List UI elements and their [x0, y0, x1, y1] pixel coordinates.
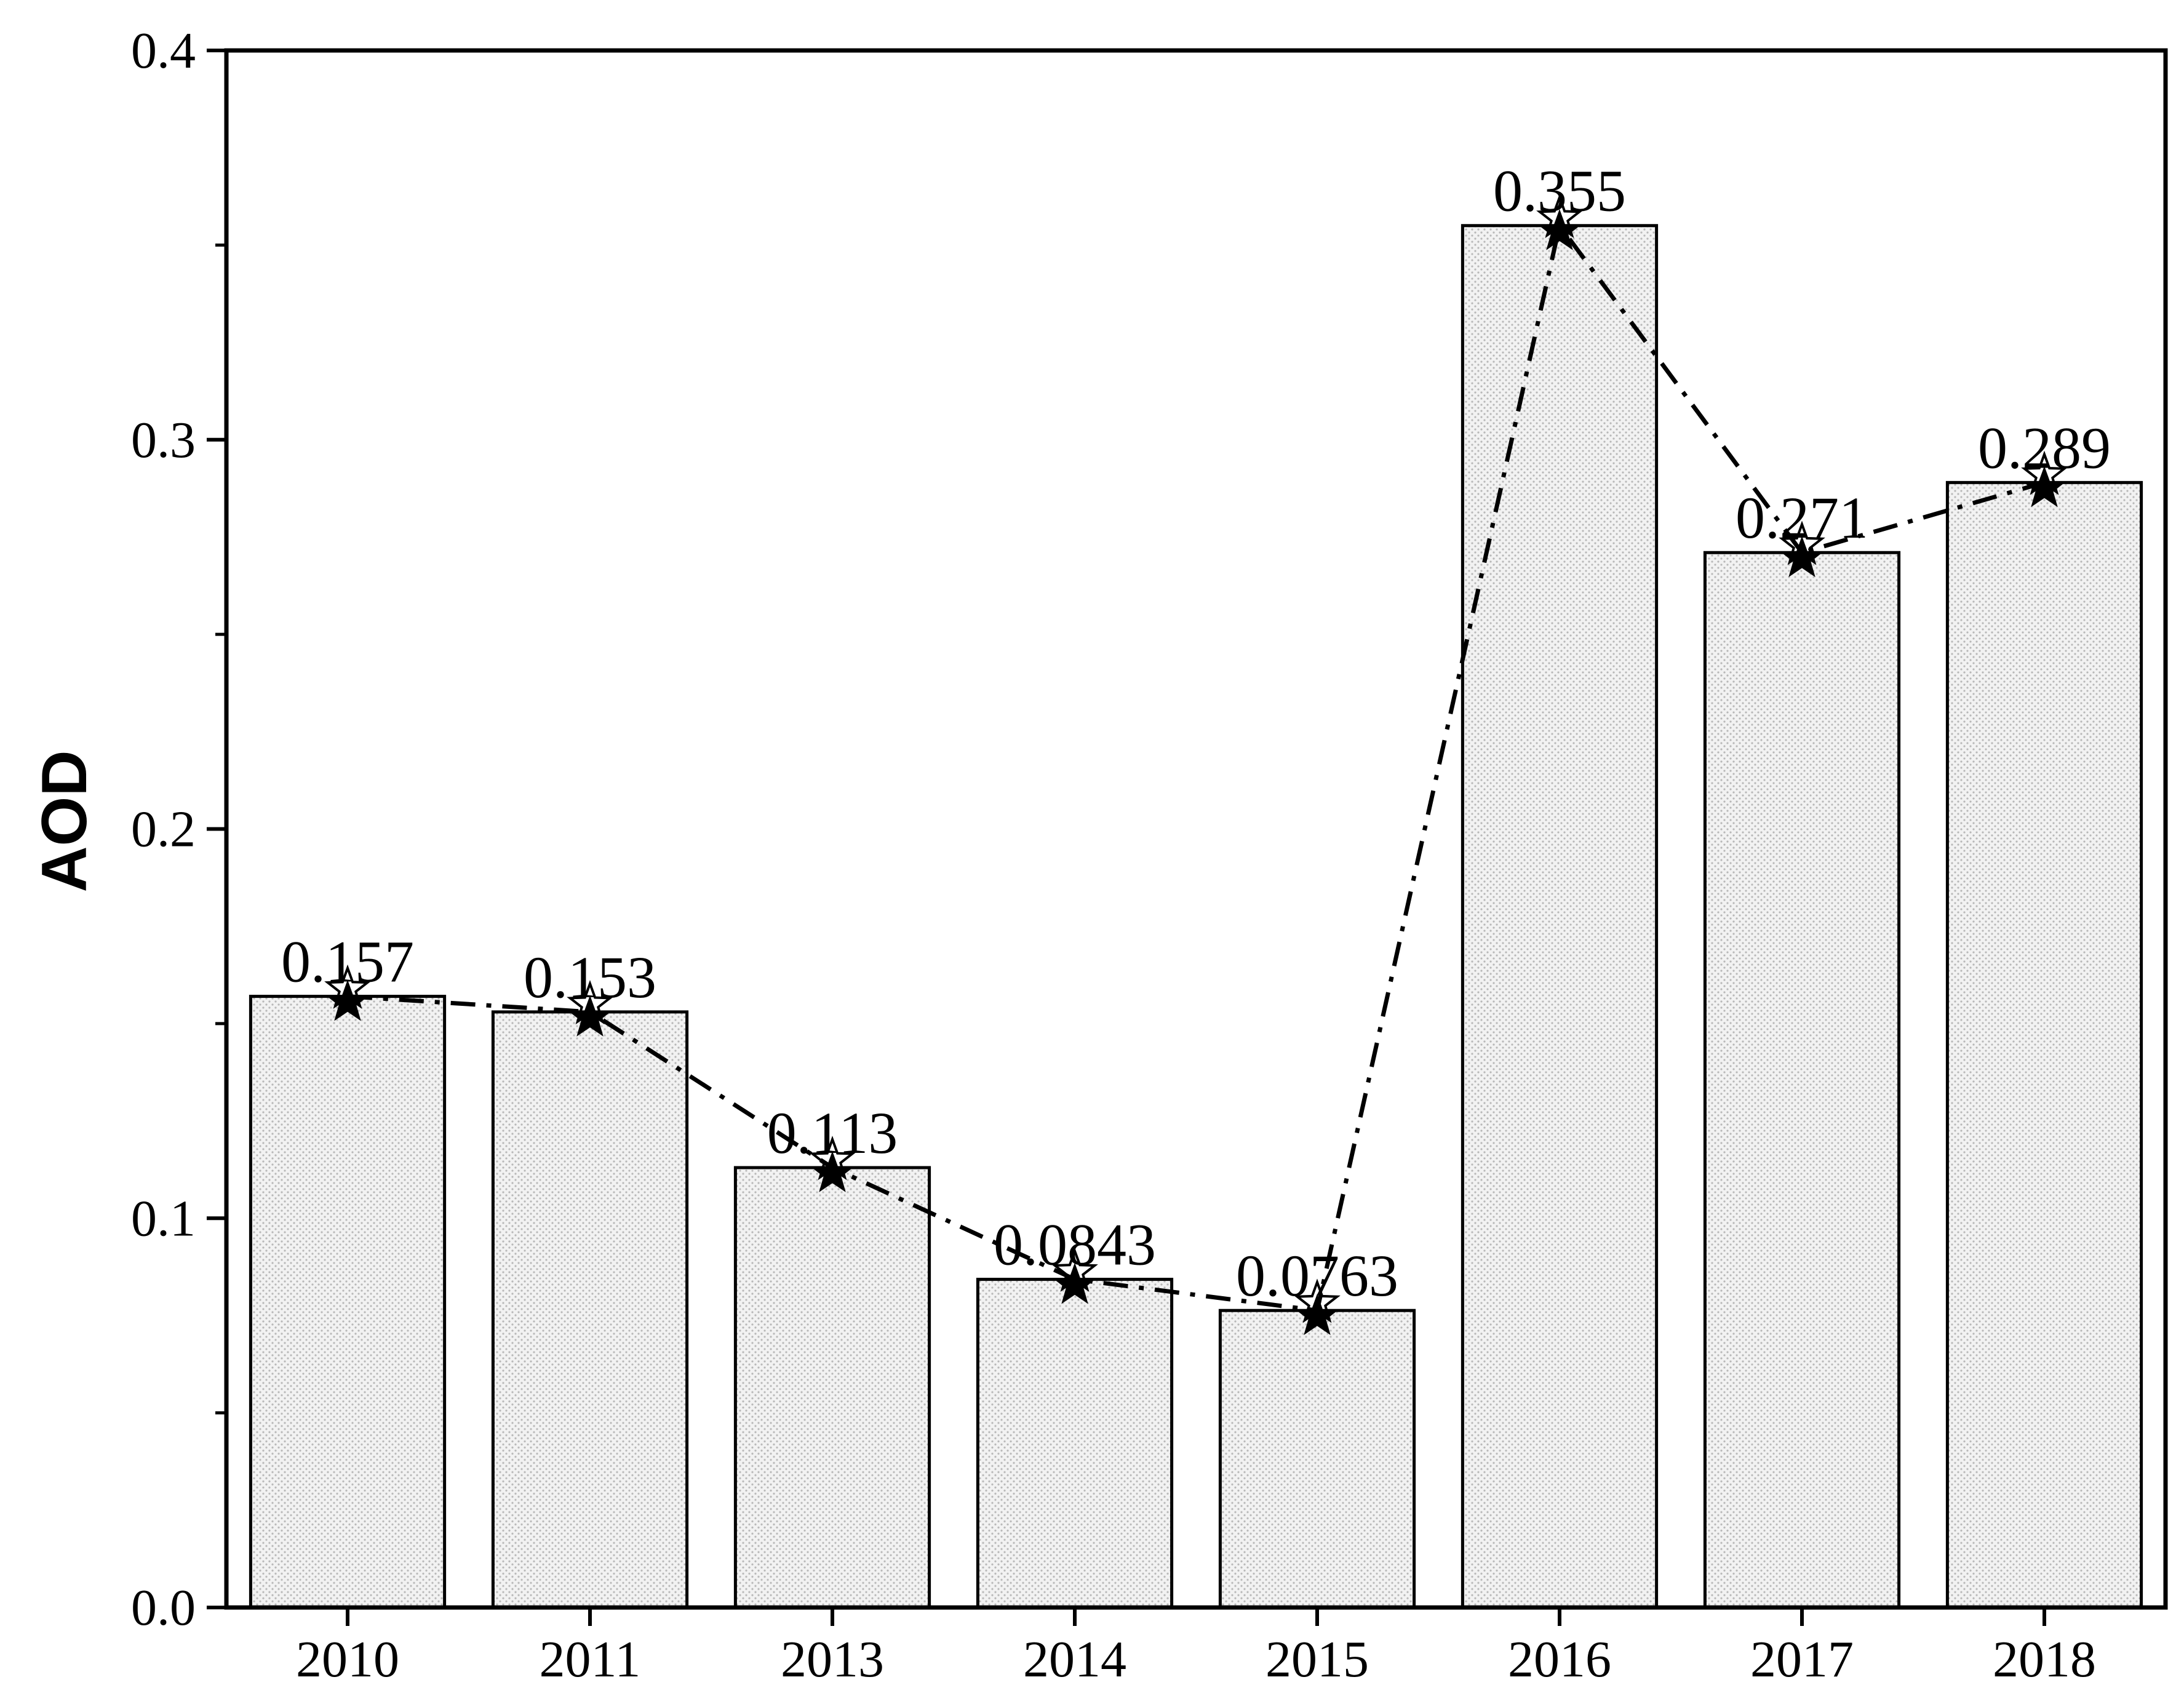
data-label-2013: 0.113	[767, 1100, 898, 1166]
x-tick-label-2018: 2018	[1993, 1631, 2096, 1688]
trend-line-layer	[347, 220, 2045, 1313]
x-tick-label-2017: 2017	[1750, 1631, 1854, 1688]
data-label-2014: 0.0843	[994, 1212, 1156, 1278]
y-tick-label: 0.3	[131, 412, 196, 469]
bars-layer	[249, 224, 2143, 1609]
y-tick-label: 0.2	[131, 801, 196, 858]
x-tick-label-2015: 2015	[1265, 1631, 1369, 1688]
data-label-2011: 0.153	[524, 944, 656, 1010]
star-marker-hollow-2013	[809, 1136, 856, 1181]
star-marker-hollow-2014	[1051, 1247, 1098, 1292]
star-marker-hollow-2010	[324, 964, 371, 1009]
bar-2017	[1703, 551, 1901, 1609]
star-marker-filled-2014	[1053, 1262, 1097, 1304]
bar-2016	[1461, 224, 1659, 1609]
bar-2010	[249, 995, 447, 1609]
data-label-2016: 0.355	[1493, 158, 1626, 224]
star-marker-hollow-2011	[567, 980, 613, 1025]
data-label-2015: 0.0763	[1236, 1243, 1398, 1309]
y-tick-label: 0.0	[131, 1579, 196, 1636]
bar-2018	[1945, 480, 2143, 1609]
star-markers-layer	[324, 193, 2068, 1336]
x-tick-label-2010: 2010	[296, 1631, 399, 1688]
data-labels-layer: 0.157 0.153 0.113 0.0843 0.0763 0.355 0.271 0.2…	[281, 158, 2111, 1309]
star-marker-filled-2017	[1780, 536, 1824, 578]
star-marker-filled-2016	[1537, 209, 1582, 250]
star-marker-hollow-2015	[1294, 1278, 1341, 1323]
bar-2014	[976, 1278, 1174, 1609]
y-tick-label: 0.1	[131, 1190, 196, 1247]
x-tick-label-2014: 2014	[1023, 1631, 1126, 1688]
y-axis-title: AOD	[29, 750, 100, 892]
star-marker-filled-2015	[1295, 1294, 1339, 1336]
bar-2011	[491, 1010, 689, 1609]
star-marker-hollow-2018	[2021, 450, 2068, 495]
y-tick-label: 0.4	[131, 22, 196, 79]
x-tick-label-2016: 2016	[1508, 1631, 1611, 1688]
star-marker-hollow-2017	[1779, 520, 1825, 565]
star-marker-filled-2018	[2022, 466, 2066, 508]
bar-2013	[733, 1166, 931, 1609]
star-marker-filled-2011	[568, 995, 612, 1037]
axes-layer: 0.0 0.1 0.2 0.3 0.4 2010 2011 2013 2014 2015 2016 2…	[131, 22, 2168, 1688]
x-tick-label-2011: 2011	[540, 1631, 641, 1688]
star-marker-filled-2013	[810, 1151, 855, 1192]
data-label-2018: 0.289	[1978, 415, 2111, 480]
star-marker-hollow-2016	[1536, 193, 1583, 238]
x-tick-label-2013: 2013	[781, 1631, 884, 1688]
data-label-2017: 0.271	[1736, 485, 1868, 551]
data-label-2010: 0.157	[281, 929, 414, 995]
star-marker-filled-2010	[325, 979, 370, 1021]
trend-line	[347, 220, 2045, 1313]
bar-2015	[1218, 1309, 1416, 1609]
